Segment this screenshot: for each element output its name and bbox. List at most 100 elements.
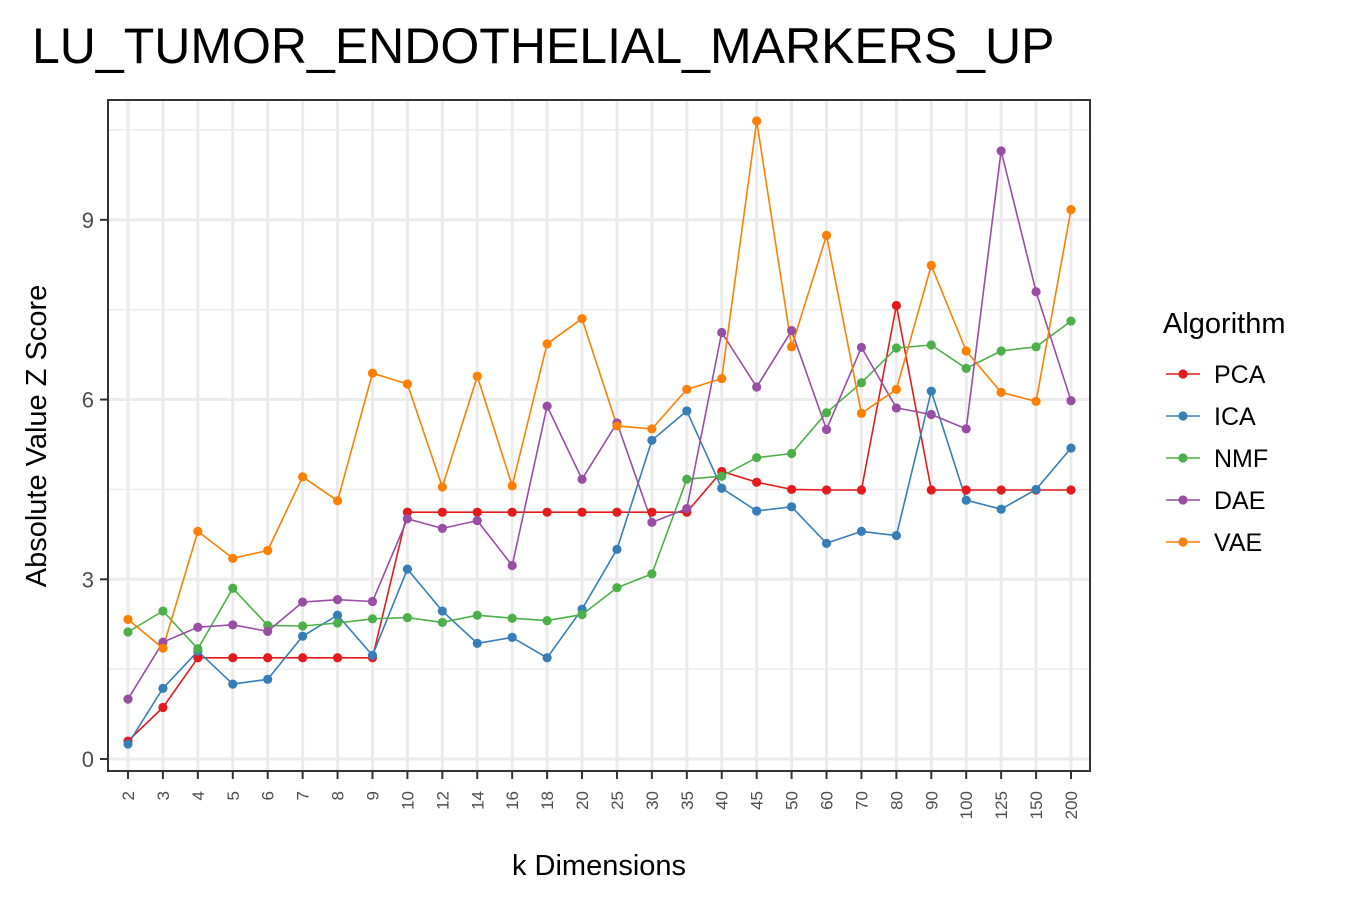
data-point-nmf	[472, 610, 482, 620]
data-point-dae	[472, 515, 482, 526]
data-point-nmf	[821, 408, 832, 418]
x-tick-label: 12	[433, 791, 452, 810]
data-point-pca	[786, 484, 797, 495]
data-point-vae	[402, 379, 413, 389]
data-point-dae	[1031, 287, 1041, 297]
data-point-vae	[507, 481, 517, 491]
y-tick-label: 3	[82, 567, 94, 592]
data-point-vae	[786, 342, 797, 352]
data-point-dae	[752, 382, 762, 392]
data-point-ica	[752, 506, 762, 516]
legend-label-dae: DAE	[1214, 487, 1265, 515]
data-point-pca	[402, 507, 413, 517]
data-point-nmf	[926, 340, 936, 350]
data-point-nmf	[891, 343, 901, 353]
data-point-vae	[612, 421, 622, 431]
legend-label-pca: PCA	[1214, 361, 1266, 389]
y-tick-label: 9	[82, 208, 94, 233]
data-point-vae	[437, 482, 447, 492]
data-point-nmf	[647, 569, 657, 579]
data-point-pca	[961, 485, 971, 495]
data-point-pca	[158, 702, 168, 713]
x-tick-label: 200	[1062, 791, 1081, 819]
y-tick-label: 0	[82, 747, 94, 772]
series-line-vae	[127, 120, 1072, 650]
data-point-nmf	[1066, 316, 1076, 326]
data-point-nmf	[786, 448, 797, 459]
series-line-dae	[127, 150, 1072, 700]
data-point-pca	[472, 507, 482, 517]
data-point-dae	[647, 517, 657, 527]
legend-point-ica	[1178, 411, 1188, 421]
data-point-pca	[612, 507, 622, 517]
data-point-dae	[367, 596, 378, 607]
legend-label-vae: VAE	[1214, 529, 1262, 557]
data-point-ica	[856, 526, 867, 536]
data-point-ica	[367, 650, 378, 660]
data-point-nmf	[123, 627, 133, 637]
data-point-ica	[402, 564, 413, 574]
data-point-ica	[717, 483, 727, 493]
data-point-ica	[926, 386, 936, 396]
data-point-nmf	[856, 378, 867, 388]
data-point-vae	[228, 553, 238, 563]
data-point-vae	[996, 387, 1006, 397]
data-point-dae	[856, 342, 867, 353]
data-point-pca	[228, 653, 238, 663]
x-tick-label: 14	[468, 791, 487, 810]
legend-title: Algorithm	[1163, 308, 1286, 340]
data-point-nmf	[228, 583, 238, 593]
x-tick-label: 50	[783, 791, 802, 810]
data-point-ica	[298, 631, 308, 641]
data-point-ica	[472, 638, 482, 648]
data-point-nmf	[682, 474, 692, 484]
data-point-ica	[682, 406, 692, 416]
data-point-pca	[263, 653, 273, 663]
legend-point-vae	[1178, 537, 1188, 547]
data-point-ica	[612, 544, 622, 554]
x-tick-label: 7	[294, 791, 313, 800]
data-point-nmf	[402, 613, 413, 623]
x-tick-label: 40	[713, 791, 732, 810]
series-line-ica	[127, 390, 1072, 745]
data-point-dae	[437, 523, 447, 533]
data-point-pca	[891, 300, 901, 311]
data-point-nmf	[752, 453, 762, 463]
chart-title: LU_TUMOR_ENDOTHELIAL_MARKERS_UP	[32, 18, 1055, 74]
data-point-vae	[821, 230, 832, 240]
data-point-nmf	[332, 618, 343, 628]
x-tick-label: 80	[887, 791, 906, 810]
data-point-vae	[123, 614, 133, 625]
x-tick-label: 4	[189, 791, 208, 800]
data-point-ica	[996, 504, 1006, 514]
x-axis: 2 3 4 5 6 7 8 9 10 12 14 16 18 20 25 30 35 40 45 50 60 70 80 90…	[119, 771, 1081, 819]
data-point-nmf	[1031, 342, 1041, 352]
data-point-dae	[717, 327, 727, 338]
data-point-pca	[193, 653, 203, 663]
data-point-pca	[996, 485, 1006, 495]
data-point-vae	[367, 368, 378, 378]
x-tick-label: 90	[922, 791, 941, 810]
x-tick-label: 16	[503, 791, 522, 810]
x-tick-label: 8	[329, 791, 348, 800]
data-point-dae	[1066, 396, 1076, 406]
data-point-vae	[298, 472, 308, 482]
data-point-vae	[891, 384, 901, 394]
legend-point-nmf	[1178, 453, 1188, 463]
data-point-nmf	[577, 610, 587, 620]
data-point-dae	[891, 403, 901, 413]
x-tick-label: 5	[224, 791, 243, 800]
data-point-pca	[332, 653, 343, 663]
x-tick-label: 125	[992, 791, 1011, 819]
x-tick-label: 6	[259, 791, 278, 800]
x-tick-label: 9	[363, 791, 382, 800]
data-point-nmf	[996, 346, 1006, 356]
data-point-pca	[542, 507, 552, 517]
data-point-vae	[961, 346, 971, 356]
series-points	[123, 116, 1076, 749]
x-tick-label: 45	[748, 791, 767, 810]
data-point-dae	[507, 560, 517, 571]
x-axis-title: k Dimensions	[512, 850, 686, 882]
y-axis-title: Absolute Value Z Score	[21, 285, 53, 588]
x-tick-label: 30	[643, 791, 662, 810]
